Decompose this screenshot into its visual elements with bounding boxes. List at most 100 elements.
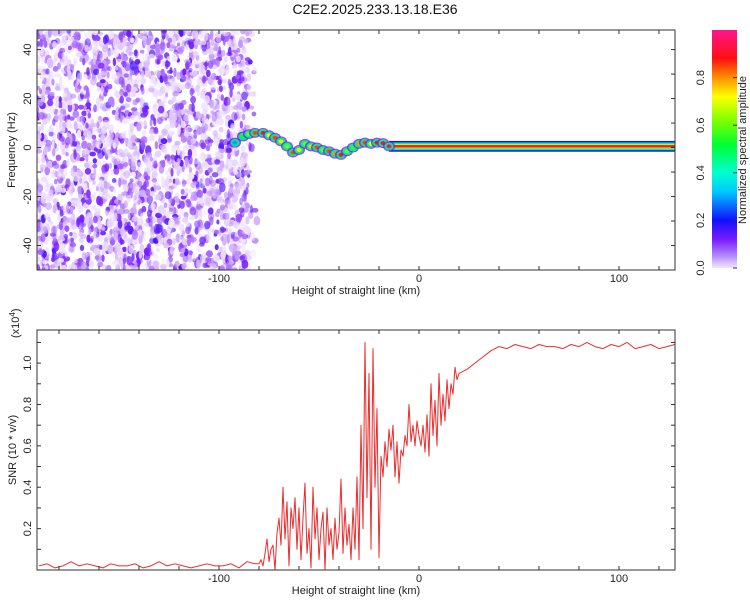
noise-blob — [138, 235, 143, 245]
noise-blob — [249, 105, 255, 110]
noise-blob — [192, 72, 197, 77]
noise-blob — [96, 121, 100, 129]
y-tick-label: 40 — [22, 43, 34, 55]
noise-blob — [222, 85, 226, 90]
noise-blob — [133, 195, 137, 201]
noise-blob — [93, 123, 97, 127]
x-tick-label: 0 — [416, 273, 422, 285]
noise-blob — [116, 151, 121, 162]
noise-blob — [189, 71, 193, 76]
noise-blob — [218, 85, 223, 92]
noise-blob — [167, 37, 173, 43]
noise-blob — [85, 154, 89, 162]
noise-blob — [109, 131, 114, 140]
noise-blob — [243, 225, 250, 235]
noise-blob — [38, 241, 44, 249]
noise-blob — [224, 55, 228, 63]
noise-blob — [61, 149, 67, 155]
noise-blob — [157, 205, 165, 214]
noise-blob — [219, 182, 226, 193]
noise-blob — [190, 95, 197, 104]
noise-blob — [168, 44, 174, 52]
y-tick-label: 20 — [22, 92, 34, 104]
noise-blob — [149, 215, 153, 220]
noise-blob — [115, 58, 123, 65]
noise-blob — [153, 160, 158, 169]
noise-blob — [67, 99, 73, 106]
noise-blob — [129, 61, 137, 71]
noise-blob — [197, 197, 204, 204]
noise-blob — [105, 265, 112, 270]
noise-blob — [78, 104, 85, 110]
noise-blob — [179, 30, 184, 38]
noise-blob — [45, 202, 52, 210]
noise-blob — [96, 53, 100, 62]
noise-blob — [120, 105, 126, 111]
noise-blob — [131, 166, 136, 171]
noise-blob — [220, 94, 224, 101]
noise-blob — [210, 38, 215, 46]
noise-blob — [220, 236, 224, 241]
noise-blob — [112, 142, 117, 149]
noise-blob — [130, 86, 138, 93]
noise-blob — [100, 231, 107, 236]
noise-blob — [245, 31, 250, 37]
noise-blob — [53, 57, 57, 66]
noise-blob — [177, 116, 182, 124]
noise-blob — [79, 177, 83, 185]
noise-blob — [214, 159, 221, 165]
noise-blob — [65, 132, 71, 138]
noise-blob — [55, 154, 62, 161]
noise-blob — [195, 170, 199, 181]
noise-blob — [217, 118, 224, 126]
noise-blob — [85, 87, 90, 98]
ridge-point — [296, 148, 302, 152]
noise-blob — [220, 227, 227, 232]
noise-blob — [69, 246, 75, 253]
noise-blob — [208, 99, 214, 108]
noise-blob — [242, 57, 246, 68]
noise-blob — [86, 98, 90, 109]
noise-blob — [83, 215, 90, 224]
noise-blob — [142, 109, 149, 116]
noise-blob — [103, 192, 111, 200]
noise-blob — [58, 96, 62, 104]
noise-blob — [151, 171, 159, 178]
noise-blob — [39, 164, 47, 169]
noise-blob — [160, 263, 167, 270]
noise-blob — [227, 176, 233, 183]
noise-blob — [147, 243, 152, 251]
noise-blob — [39, 70, 46, 81]
noise-blob — [47, 98, 54, 107]
noise-blob — [57, 257, 65, 263]
noise-blob — [152, 103, 158, 108]
noise-blob — [90, 77, 97, 86]
noise-blob — [207, 60, 214, 69]
noise-blob — [239, 36, 246, 44]
noise-blob — [221, 49, 226, 57]
noise-blob — [117, 233, 122, 244]
noise-blob — [244, 66, 250, 74]
noise-blob — [119, 35, 124, 43]
noise-blob — [37, 264, 41, 270]
noise-blob — [199, 91, 206, 99]
noise-blob — [241, 113, 246, 121]
noise-blob — [119, 112, 123, 123]
noise-blob — [59, 209, 64, 217]
noise-blob — [125, 48, 131, 54]
noise-blob — [205, 197, 211, 207]
noise-blob — [146, 45, 150, 51]
noise-blob — [145, 71, 152, 78]
noise-blob — [186, 200, 192, 208]
noise-blob — [63, 88, 69, 94]
noise-blob — [40, 196, 47, 204]
noise-blob — [202, 187, 207, 194]
noise-blob — [141, 130, 147, 137]
noise-blob — [196, 189, 203, 198]
noise-blob — [52, 163, 60, 169]
noise-blob — [167, 231, 172, 238]
noise-blob — [150, 74, 156, 85]
noise-blob — [245, 124, 251, 130]
noise-blob — [113, 164, 118, 170]
noise-blob — [200, 151, 206, 162]
